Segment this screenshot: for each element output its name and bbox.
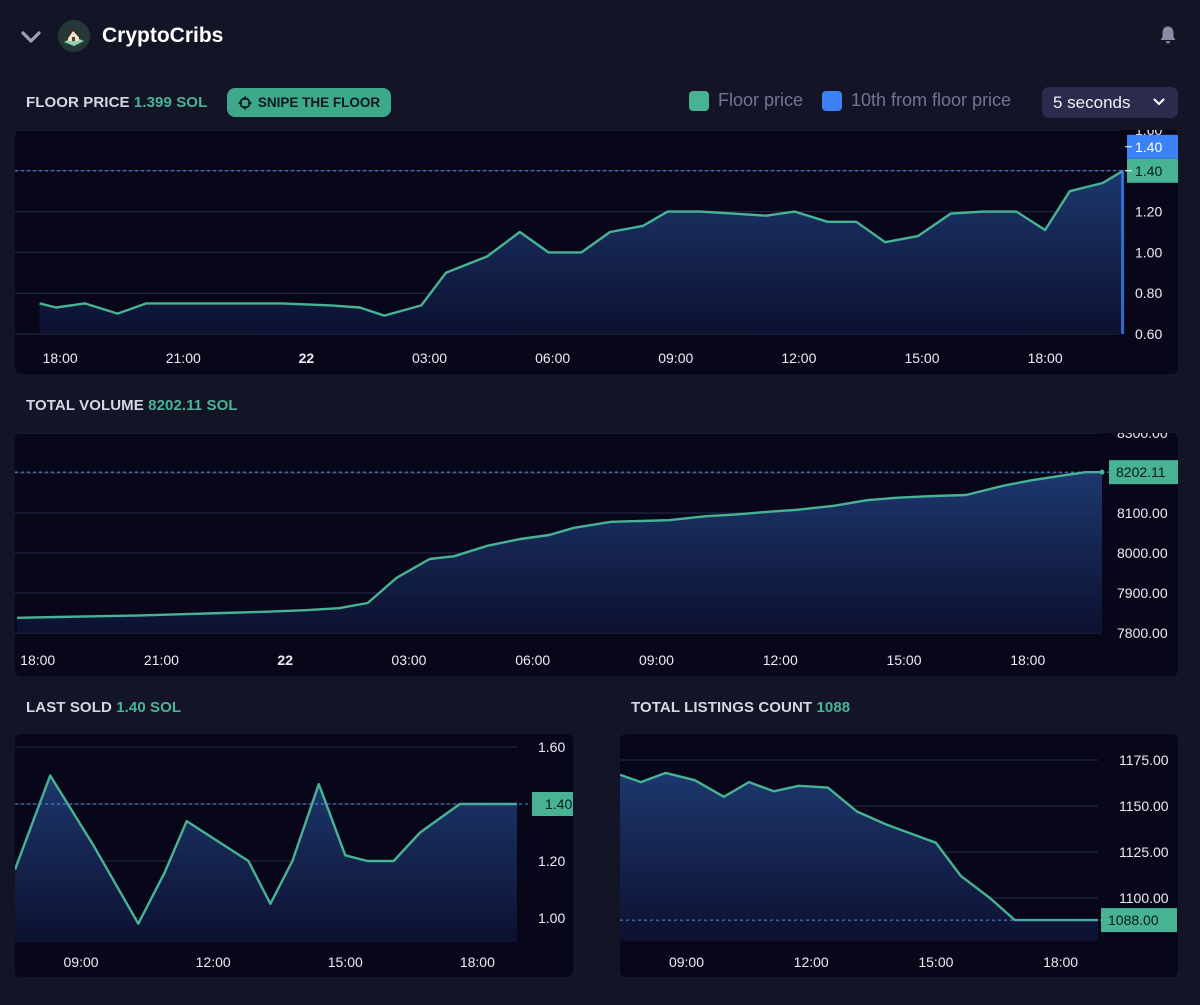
listings-label: TOTAL LISTINGS COUNT <box>631 699 813 716</box>
legend-swatch-tenth <box>822 90 842 111</box>
x-tick-label: 12:00 <box>794 954 829 970</box>
tenth-floor-tag <box>1127 134 1178 159</box>
series-line <box>620 771 1098 922</box>
y-tick-label: 7900.00 <box>1117 585 1168 601</box>
y-tick-label: 8000.00 <box>1117 545 1168 561</box>
y-tick-label: 1150.00 <box>1119 798 1169 814</box>
floor-price-chart-svg: 1.601.401.201.000.800.6018:0021:002203:0… <box>15 130 1178 366</box>
y-tick-label: 8300.00 <box>1117 433 1168 441</box>
crosshair-icon <box>238 96 252 109</box>
listings-value: 1088 <box>816 699 851 716</box>
x-tick-label: 12:00 <box>196 954 231 970</box>
x-tick-label: 12:00 <box>781 350 816 366</box>
x-tick-label: 21:00 <box>166 350 201 366</box>
total-volume-chart-svg: 8300.008200.008100.008000.007900.007800.… <box>15 433 1178 668</box>
legend-swatch-floor <box>689 90 709 111</box>
total-volume-value: 8202.11 SOL <box>148 397 238 414</box>
y-tick-label: 1.60 <box>538 739 565 755</box>
header: CryptoCribs <box>0 0 1200 72</box>
y-tick-label: 1.20 <box>1135 204 1162 220</box>
floor-tag-label: 1.40 <box>1135 163 1162 179</box>
total-volume-chart: 8300.008200.008100.008000.007900.007800.… <box>15 433 1178 676</box>
last-sold-value: 1.40 SOL <box>116 699 182 716</box>
x-tick-label: 03:00 <box>391 652 426 668</box>
legend-label-tenth: 10th from floor price <box>851 90 1012 110</box>
listings-title: TOTAL LISTINGS COUNT 1088 <box>631 699 850 716</box>
x-tick-label: 18:00 <box>460 954 495 970</box>
last-sold-tag <box>532 792 573 816</box>
x-tick-label: 15:00 <box>904 350 939 366</box>
tenth-floor-bar <box>1121 170 1125 334</box>
y-tick-label: 1175.00 <box>1119 752 1169 768</box>
x-tick-label: 15:00 <box>886 652 921 668</box>
bell-icon[interactable] <box>1157 24 1179 46</box>
y-tick-label: 8100.00 <box>1117 505 1168 521</box>
y-tick-label: 1.00 <box>1135 244 1162 260</box>
chevron-down-icon <box>1153 98 1165 106</box>
x-tick-label: 09:00 <box>669 954 704 970</box>
x-tick-label: 22 <box>277 652 293 668</box>
y-tick-label: 1.60 <box>1135 130 1162 138</box>
interval-value: 5 seconds <box>1053 92 1131 112</box>
x-tick-label: 09:00 <box>639 652 674 668</box>
area-fill <box>15 775 517 942</box>
last-sold-label: LAST SOLD <box>26 699 112 716</box>
x-tick-label: 22 <box>299 350 315 366</box>
listings-tag <box>1101 908 1177 933</box>
y-tick-label: 0.80 <box>1135 285 1162 301</box>
series-line <box>39 169 1124 317</box>
y-tick-label: 0.60 <box>1135 326 1162 342</box>
y-tick-label: 1100.00 <box>1119 890 1169 906</box>
x-tick-label: 18:00 <box>20 652 55 668</box>
volume-tag-label: 8202.11 <box>1116 464 1166 480</box>
y-tick-label: 7800.00 <box>1117 625 1168 641</box>
legend-floor-price: Floor price <box>689 90 803 111</box>
app-title: CryptoCribs <box>102 24 224 47</box>
x-tick-label: 03:00 <box>412 350 447 366</box>
interval-select[interactable]: 5 seconds <box>1042 87 1178 118</box>
listings-chart-svg: 1175.00 1150.00 1125.00 1100.00 09:00 12:00 15… <box>620 752 1177 970</box>
x-tick-label: 21:00 <box>144 652 179 668</box>
x-tick-label: 06:00 <box>515 652 550 668</box>
x-tick-label: 06:00 <box>535 350 570 366</box>
snipe-button-label: SNIPE THE FLOOR <box>257 95 381 110</box>
series-line <box>15 774 517 925</box>
y-tick-label: 1.20 <box>538 853 565 869</box>
legend-tenth-floor: 10th from floor price <box>822 90 1011 111</box>
total-volume-title: TOTAL VOLUME 8202.11 SOL <box>26 397 238 414</box>
area-fill <box>620 772 1098 941</box>
floor-price-value: 1.399 SOL <box>133 94 208 111</box>
x-tick-label: 18:00 <box>43 350 78 366</box>
floor-tag <box>1127 158 1178 183</box>
x-tick-label: 15:00 <box>918 954 953 970</box>
last-sold-title: LAST SOLD 1.40 SOL <box>26 699 181 716</box>
floor-price-chart: 1.601.401.201.000.800.6018:0021:002203:0… <box>15 130 1178 374</box>
snipe-the-floor-button[interactable]: SNIPE THE FLOOR <box>227 88 391 117</box>
x-tick-label: 09:00 <box>658 350 693 366</box>
x-tick-label: 12:00 <box>763 652 798 668</box>
tenth-floor-tag-label: 1.40 <box>1135 139 1162 155</box>
listings-tag-label: 1088.00 <box>1108 912 1159 928</box>
chevron-down-icon[interactable] <box>20 26 42 48</box>
floor-price-label: FLOOR PRICE <box>26 94 130 111</box>
total-volume-label: TOTAL VOLUME <box>26 397 144 414</box>
series-line <box>17 471 1102 619</box>
x-tick-label: 18:00 <box>1010 652 1045 668</box>
volume-tag <box>1109 460 1178 485</box>
x-tick-label: 09:00 <box>64 954 99 970</box>
y-tick-label: 1.00 <box>538 910 565 926</box>
area-fill <box>17 472 1103 633</box>
y-tick-label: 1125.00 <box>1119 844 1169 860</box>
last-sold-tag-label: 1.40 <box>545 796 572 812</box>
floor-price-title: FLOOR PRICE 1.399 SOL <box>26 94 207 111</box>
x-tick-label: 18:00 <box>1028 350 1063 366</box>
x-tick-label: 18:00 <box>1043 954 1078 970</box>
listings-chart: 1175.00 1150.00 1125.00 1100.00 09:00 12:00 15… <box>620 734 1178 977</box>
x-tick-label: 15:00 <box>328 954 363 970</box>
cabin-logo <box>58 20 90 52</box>
legend-label-floor: Floor price <box>718 90 804 110</box>
